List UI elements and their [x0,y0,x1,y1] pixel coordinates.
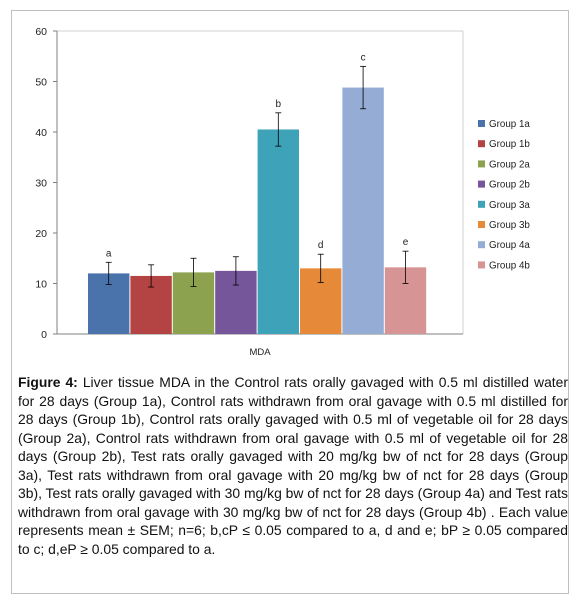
bar-chart: 0 10 20 30 40 50 60 a b d c e MDA Group 1a Group 1b Gro… [35,26,530,358]
y-tick-label: 60 [35,26,47,38]
y-tick-label: 10 [35,279,47,291]
legend-label: Group 1b [489,139,530,150]
legend-label: Group 2b [489,180,530,191]
legend-swatch [478,160,485,168]
significance-letter: a [106,248,112,259]
y-tick-label: 50 [35,77,47,89]
y-tick-label: 20 [35,228,47,240]
significance-letter: d [318,240,324,251]
y-tick-label: 40 [35,127,47,139]
legend-swatch [478,140,485,148]
y-tick-label: 30 [35,178,47,190]
figure-caption-text: Liver tissue MDA in the Control rats ora… [18,374,569,557]
legend-label: Group 2a [489,159,530,170]
legend-label: Group 4b [489,260,530,271]
legend-swatch [478,200,485,208]
figure-label: Figure 4: [18,374,78,390]
legend-swatch [478,180,485,188]
figure-caption: Figure 4: Liver tissue MDA in the Contro… [18,373,568,558]
legend-label: Group 4a [489,240,530,251]
legend-swatch [478,241,485,249]
bar-group-4a [342,87,384,334]
significance-letter: c [361,52,366,63]
legend-swatch [478,221,485,228]
y-tick-label: 0 [41,329,47,341]
legend-label: Group 1a [489,119,530,130]
x-axis-label: MDA [249,347,271,358]
legend-label: Group 3b [489,220,530,231]
legend-label: Group 3a [489,200,530,211]
significance-letter: e [403,237,409,248]
significance-letter: b [276,99,282,110]
legend-swatch [478,120,485,127]
bar-group-3a [257,129,299,334]
legend-swatch [478,261,485,269]
